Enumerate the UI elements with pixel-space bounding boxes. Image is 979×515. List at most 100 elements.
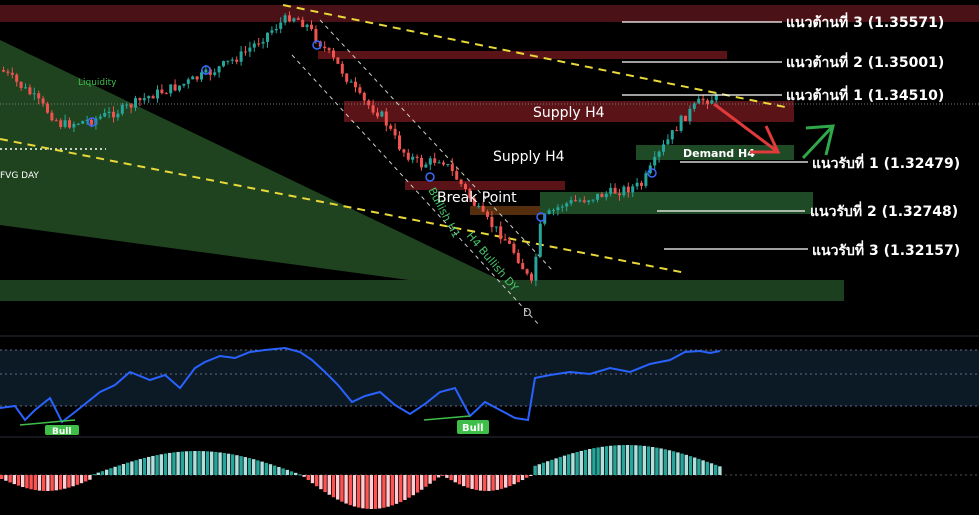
candle-body [244,51,247,53]
candle-body [90,119,93,125]
histogram-bar [436,475,441,478]
candle-body [54,120,58,122]
histogram-bar [583,449,588,475]
histogram-bar [457,475,462,485]
histogram-bar [138,459,142,475]
histogram-bar [310,475,315,484]
candle-body [164,93,168,95]
bull-badge [457,420,489,434]
candle-body [547,210,551,215]
histogram-bar [344,475,348,504]
candle-body [213,72,217,75]
histogram-bar [222,453,226,475]
candle-body [706,100,709,104]
candle-body [103,112,107,117]
candle-body [604,193,608,198]
candle-body [323,46,327,49]
histogram-bar [42,475,46,491]
pivot-marker [647,168,657,178]
candle-body [552,210,555,212]
candle-body [107,111,111,113]
bull-divergence-line [423,415,471,421]
candle-body [714,94,718,101]
candle-body [459,179,463,185]
histogram-bar [21,475,25,488]
histogram-bar [491,475,495,491]
histogram-bar [331,475,336,498]
candle-body [675,130,679,132]
histogram-bar [256,460,260,475]
candle-body [37,93,41,99]
channel-line-2 [319,19,553,271]
histogram-bar [235,455,239,475]
candle-body [345,73,349,82]
histogram-bar [445,475,449,478]
candle-body [10,72,14,75]
candle-body [248,47,252,52]
candle-body [169,84,173,94]
candle-body [63,120,67,127]
histogram-bar [336,475,340,500]
histogram-bar [134,460,138,475]
histogram-bar [558,456,562,475]
candle-body [424,164,428,168]
pivot-marker [425,172,435,182]
histogram-bar [302,475,306,477]
pivot-marker [201,65,211,75]
histogram-bar [403,475,407,500]
histogram-bar [714,464,718,475]
histogram-bar [575,451,579,475]
histogram-bar [386,475,390,507]
histogram-bar [466,475,470,488]
candle-body [314,28,318,42]
candle-body [411,156,415,160]
candle-body [578,200,582,202]
candle-body [301,19,305,28]
histogram-bar [58,475,63,490]
candle-body [560,206,564,208]
break-point-label: Break Point [437,190,517,206]
histogram-bar [680,453,684,475]
candle-body [516,252,520,264]
candle-body [230,59,234,61]
projection-up-arrow [801,124,835,160]
candle-body [398,135,401,150]
candle-body [688,108,692,121]
candle-body [59,120,63,127]
candle-body [662,144,665,152]
candle-body [389,125,393,129]
candle-body [472,198,476,206]
candle-body [68,120,71,128]
histogram-bar [239,456,243,475]
pivot-marker [87,117,97,127]
supply-h4-lower-zone [405,181,565,190]
histogram-bar [697,458,701,475]
histogram-bar [172,452,176,475]
candle-body [257,43,261,45]
candles [2,11,718,287]
candle-body [354,81,357,88]
liquidity-wedge [0,40,535,297]
histogram-bar [659,448,663,475]
candle-body [147,96,151,99]
candle-body [6,71,10,73]
histogram-bar [67,475,71,488]
candle-body [442,162,445,165]
histogram-bar [546,461,550,475]
histogram-bar [554,458,558,475]
candle-body [208,69,212,75]
histogram-bar [470,475,474,489]
trend-line-lower [0,138,687,274]
candle-body [195,76,199,80]
histogram-bar [478,475,483,491]
candle-body [490,216,494,228]
histogram-bar [352,475,357,507]
candle-body [336,57,340,64]
resistance-3-zone [0,5,979,22]
candle-body [129,104,133,108]
candle-body [640,182,643,186]
candle-body [160,89,164,94]
candle-body [679,115,683,131]
